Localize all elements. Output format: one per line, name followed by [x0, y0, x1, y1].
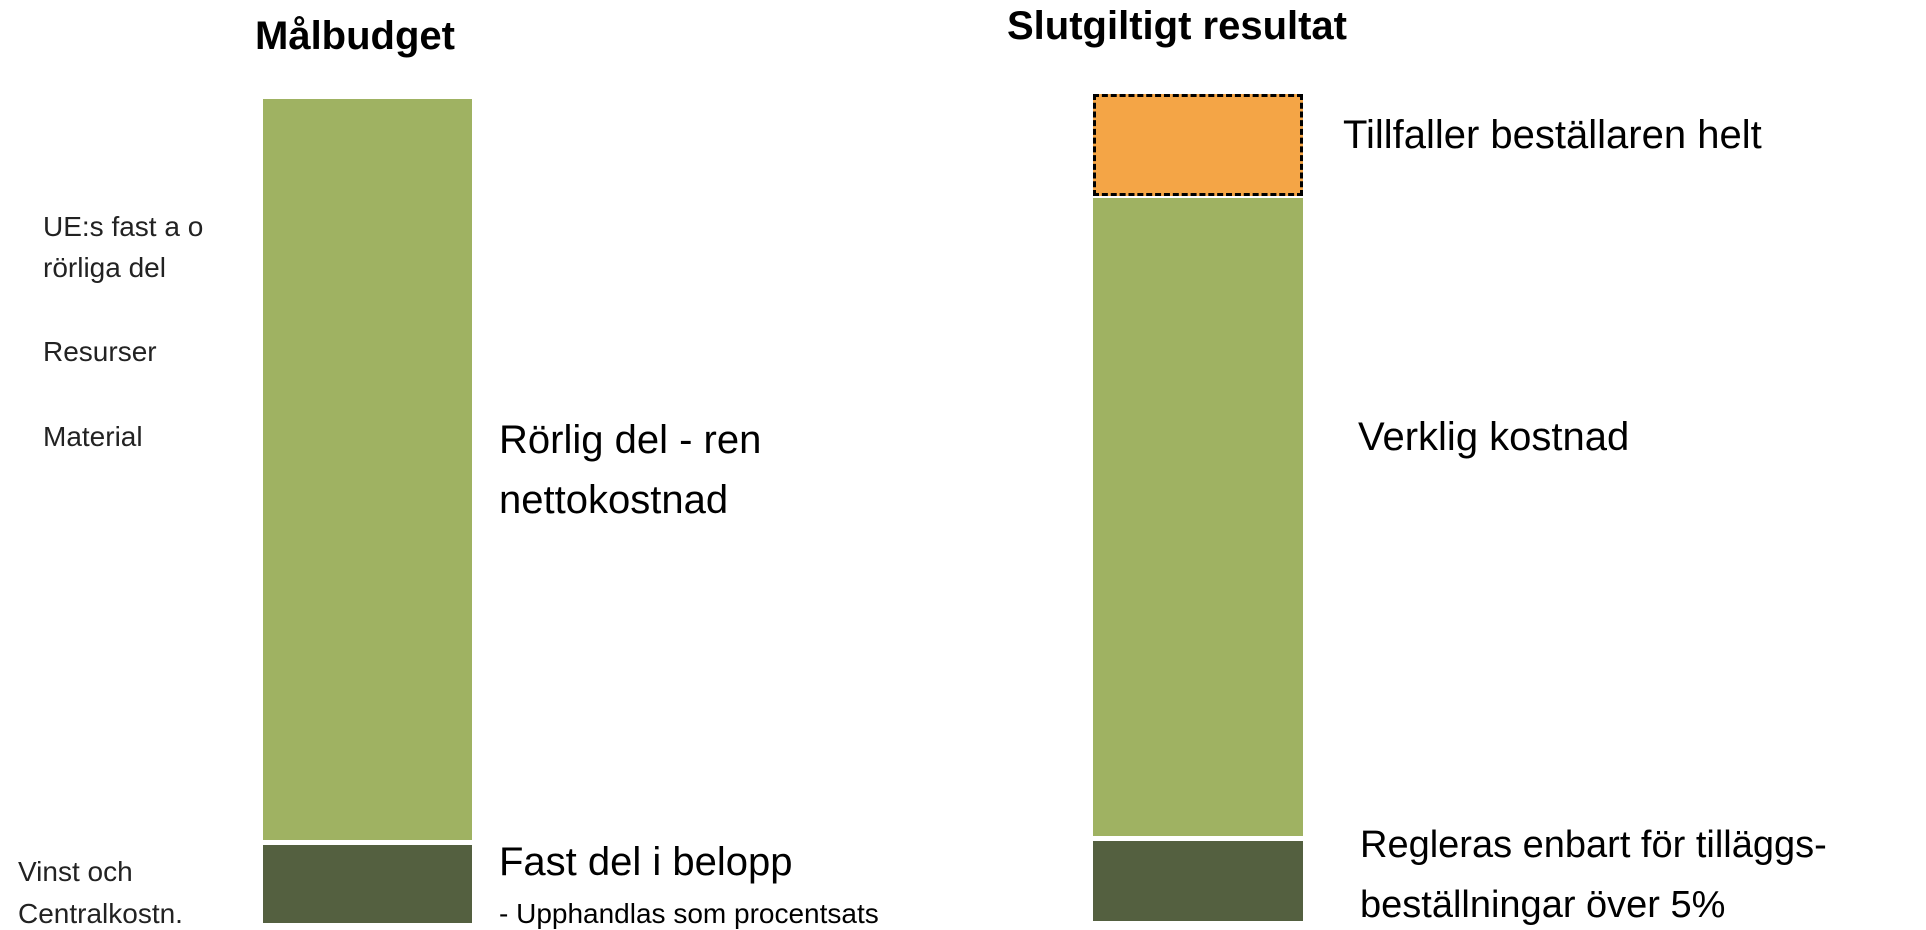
variable-label: Rörlig del - ren	[499, 418, 762, 462]
fixed-bar	[263, 845, 472, 923]
side-label: Resurser	[43, 336, 157, 367]
fixed-label: Regleras enbart för tilläggs-	[1360, 824, 1827, 866]
fixed-label: beställningar över 5%	[1360, 884, 1726, 926]
left-title: Målbudget	[255, 14, 455, 58]
right-title: Slutgiltigt resultat	[1007, 4, 1347, 48]
fixed-bar	[1093, 841, 1303, 921]
actual-bar	[1093, 198, 1303, 836]
side-label: Centralkostn.	[18, 898, 183, 929]
side-label: UE:s fast a o	[43, 211, 204, 242]
fixed-note: - Upphandlas som procentsats	[499, 898, 879, 929]
side-label: Vinst och	[18, 856, 133, 887]
variable-label: nettokostnad	[499, 478, 729, 522]
variable-bar	[263, 99, 472, 840]
fixed-label: Fast del i belopp	[499, 840, 793, 884]
side-label: Material	[43, 421, 143, 452]
surplus-bar	[1093, 94, 1303, 196]
surplus-label: Tillfaller beställaren helt	[1343, 113, 1762, 157]
actual-label: Verklig kostnad	[1358, 415, 1630, 459]
side-label: rörliga del	[43, 252, 166, 283]
